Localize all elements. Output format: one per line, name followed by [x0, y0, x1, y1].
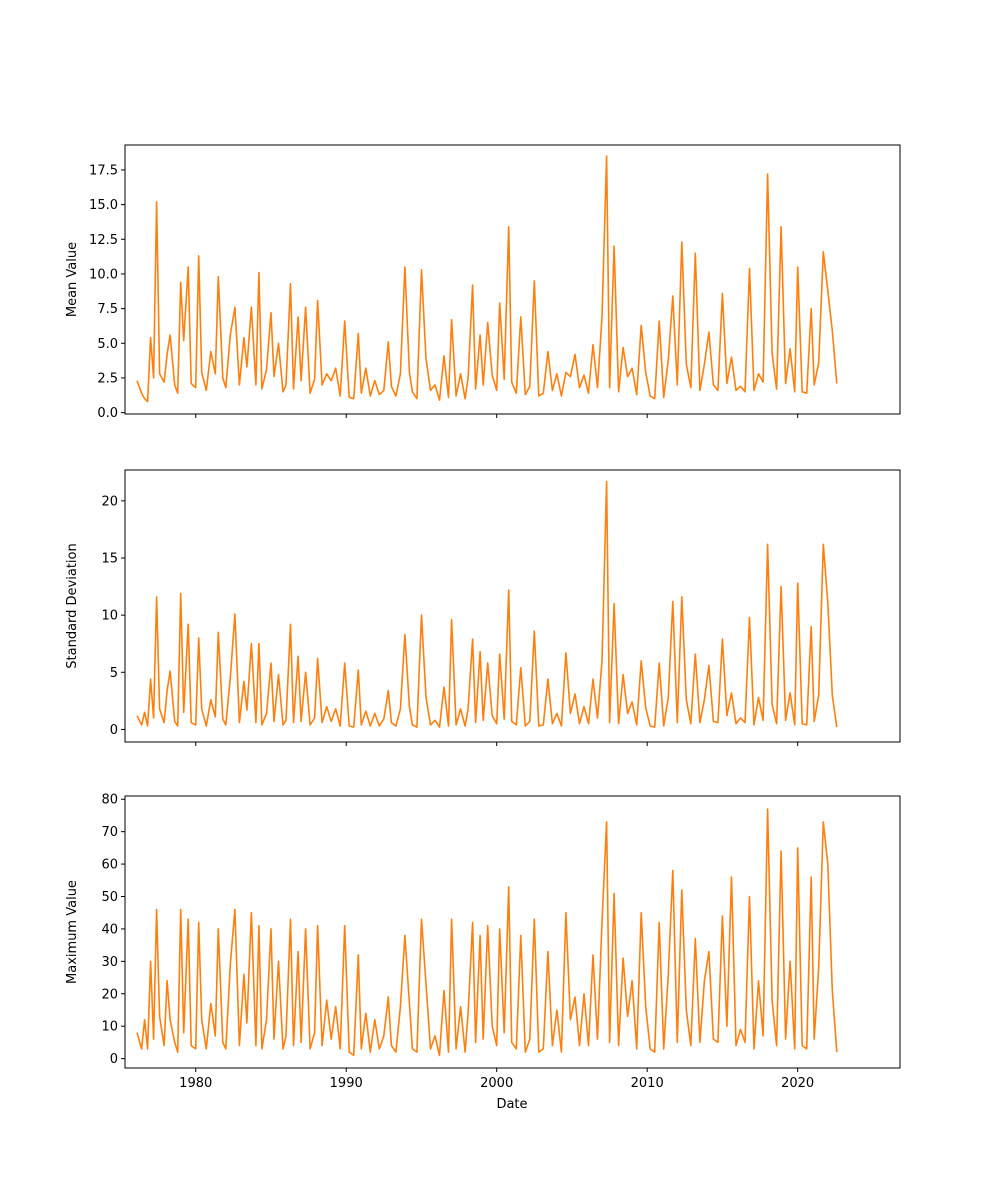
y-axis-label-mean: Mean Value — [65, 242, 80, 317]
y-tick-label: 0 — [110, 723, 118, 738]
y-tick-label: 5.0 — [97, 337, 118, 352]
panel-max: 0 10 20 30 40 50 60 70 80 1980 1990 2000 2010 2020 Max… — [65, 793, 901, 1091]
y-tick-label: 20 — [101, 494, 118, 509]
y-tick-label: 60 — [101, 858, 118, 873]
y-tick-label: 15 — [101, 552, 118, 567]
y-tick-label: 70 — [101, 825, 118, 840]
axes-frame-mean — [124, 144, 901, 415]
panel-std: 0 5 10 15 20 Standard Deviation — [65, 469, 901, 746]
y-axis-label-std: Standard Deviation — [65, 543, 80, 668]
y-tick-label: 0 — [110, 1052, 118, 1067]
panel-mean: 0.0 2.5 5.0 7.5 10.0 12.5 15.0 17.5 Mean Value — [65, 144, 901, 421]
y-tick-label: 80 — [101, 793, 118, 808]
x-tick-label: 2000 — [480, 1076, 513, 1091]
y-tick-label: 10 — [101, 1020, 118, 1035]
y-tick-label: 17.5 — [89, 163, 118, 178]
y-tick-label: 20 — [101, 987, 118, 1002]
x-tick-label: 2020 — [781, 1076, 814, 1091]
y-tick-label: 50 — [101, 890, 118, 905]
x-tick-label: 1980 — [179, 1076, 212, 1091]
y-tick-label: 40 — [101, 922, 118, 937]
axes-frame-std — [124, 469, 901, 743]
series-line-mean — [136, 155, 838, 403]
y-tick-label: 10 — [101, 609, 118, 624]
y-tick-label: 0.0 — [97, 406, 118, 421]
y-axis-label-max: Maximum Value — [65, 880, 80, 984]
x-axis-label: Date — [496, 1097, 527, 1112]
y-tick-label: 10.0 — [89, 267, 118, 282]
series-line-max — [136, 808, 838, 1057]
y-tick-label: 12.5 — [89, 233, 118, 248]
axes-frame-max — [124, 795, 901, 1069]
y-tick-label: 7.5 — [97, 302, 118, 317]
y-tick-label: 30 — [101, 955, 118, 970]
y-tick-label: 2.5 — [97, 371, 118, 386]
y-tick-label: 5 — [110, 666, 118, 681]
y-tick-label: 15.0 — [89, 198, 118, 213]
x-tick-label: 2010 — [631, 1076, 664, 1091]
x-tick-label: 1990 — [330, 1076, 363, 1091]
series-line-std — [136, 480, 838, 728]
